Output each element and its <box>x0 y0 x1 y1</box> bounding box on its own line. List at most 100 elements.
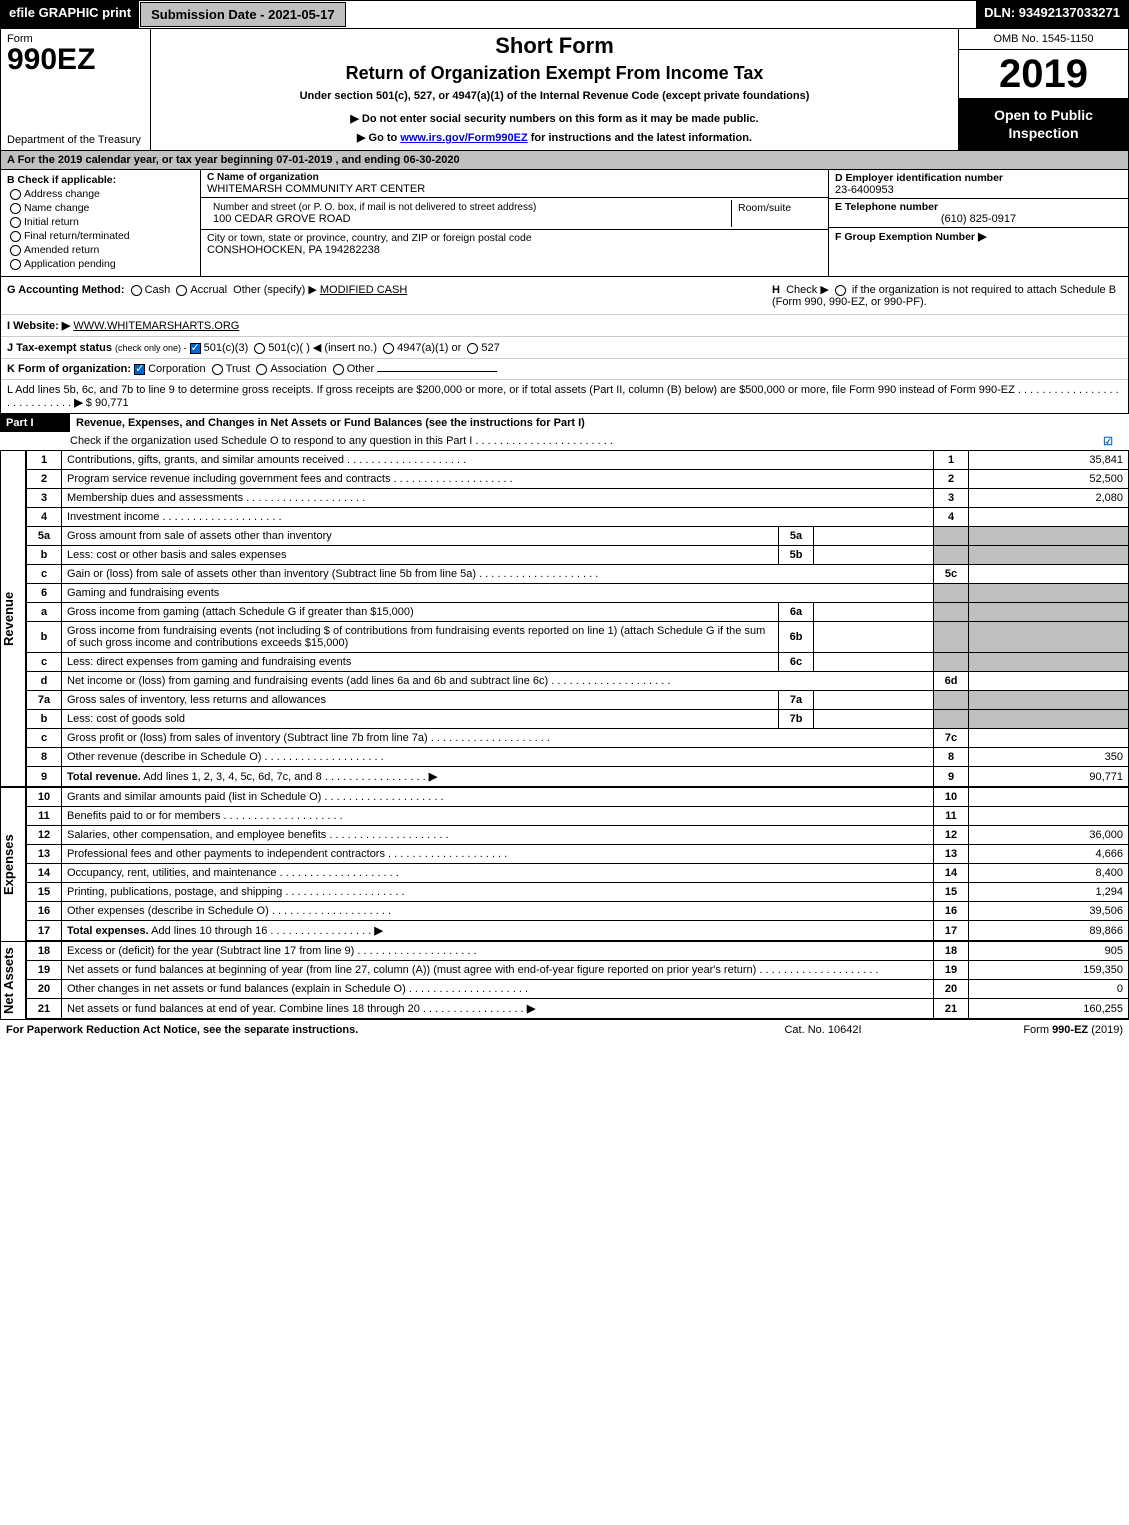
revenue-side-label: Revenue <box>0 450 26 787</box>
line-description: Total expenses. Add lines 10 through 16 … <box>62 921 934 941</box>
mini-line-number: 5b <box>779 546 814 565</box>
table-row: bLess: cost of goods sold 7b <box>27 710 1129 729</box>
line-number: 13 <box>27 845 62 864</box>
line-number: 18 <box>27 942 62 961</box>
k-assoc-chk[interactable] <box>256 364 267 375</box>
result-line-number: 15 <box>934 883 969 902</box>
table-row: aGross income from gaming (attach Schedu… <box>27 603 1129 622</box>
h-checkbox[interactable] <box>835 285 846 296</box>
result-value: 35,841 <box>969 451 1129 470</box>
result-line-number: 5c <box>934 565 969 584</box>
mini-line-number: 6b <box>779 622 814 653</box>
line-number: b <box>27 546 62 565</box>
chk-initial-return[interactable]: Initial return <box>7 216 194 228</box>
grey-cell <box>934 691 969 710</box>
line-description: Gain or (loss) from sale of assets other… <box>62 565 934 584</box>
under-section: Under section 501(c), 527, or 4947(a)(1)… <box>157 90 952 102</box>
netassets-section: Net Assets 18Excess or (deficit) for the… <box>0 941 1129 1019</box>
footer-left: For Paperwork Reduction Act Notice, see … <box>6 1024 723 1036</box>
table-row: 16Other expenses (describe in Schedule O… <box>27 902 1129 921</box>
result-line-number: 4 <box>934 508 969 527</box>
chk-address-change[interactable]: Address change <box>7 188 194 200</box>
line-number: b <box>27 622 62 653</box>
table-row: 17Total expenses. Add lines 10 through 1… <box>27 921 1129 941</box>
grey-cell <box>969 527 1129 546</box>
part1-label: Part I <box>0 414 70 432</box>
result-line-number: 2 <box>934 470 969 489</box>
chk-name-change[interactable]: Name change <box>7 202 194 214</box>
j-501c3-chk[interactable] <box>190 343 201 354</box>
top-bar: efile GRAPHIC print Submission Date - 20… <box>0 0 1129 29</box>
k-other-chk[interactable] <box>333 364 344 375</box>
result-value: 4,666 <box>969 845 1129 864</box>
do-not-enter: ▶ Do not enter social security numbers o… <box>157 112 952 125</box>
table-row: 11Benefits paid to or for members . . . … <box>27 807 1129 826</box>
k-trust-chk[interactable] <box>212 364 223 375</box>
line-description: Excess or (deficit) for the year (Subtra… <box>62 942 934 961</box>
table-row: 18Excess or (deficit) for the year (Subt… <box>27 942 1129 961</box>
expenses-table: 10Grants and similar amounts paid (list … <box>26 787 1129 941</box>
k-corp-chk[interactable] <box>134 364 145 375</box>
j-527-chk[interactable] <box>467 343 478 354</box>
table-row: 21Net assets or fund balances at end of … <box>27 999 1129 1019</box>
result-value <box>969 508 1129 527</box>
org-name-row: C Name of organization WHITEMARSH COMMUN… <box>201 170 828 198</box>
chk-final-return[interactable]: Final return/terminated <box>7 230 194 242</box>
table-row: 4Investment income . . . . . . . . . . .… <box>27 508 1129 527</box>
box-b: B Check if applicable: Address change Na… <box>1 170 201 276</box>
mini-line-value <box>814 527 934 546</box>
table-row: 13Professional fees and other payments t… <box>27 845 1129 864</box>
phone-value: (610) 825-0917 <box>835 213 1122 225</box>
phone-label: E Telephone number <box>835 201 1122 213</box>
grey-cell <box>934 622 969 653</box>
part1-check-o: Check if the organization used Schedule … <box>0 432 1129 450</box>
j-501c-chk[interactable] <box>254 343 265 354</box>
header-left: Form 990EZ Department of the Treasury <box>1 29 151 150</box>
title-short-form: Short Form <box>157 33 952 59</box>
g-cash-radio[interactable] <box>131 285 142 296</box>
expenses-side-label: Expenses <box>0 787 26 941</box>
line-description: Other changes in net assets or fund bala… <box>62 980 934 999</box>
result-value: 90,771 <box>969 767 1129 787</box>
website-value[interactable]: WWW.WHITEMARSHARTS.ORG <box>73 320 239 332</box>
goto-post: for instructions and the latest informat… <box>528 132 752 144</box>
box-d: D Employer identification number 23-6400… <box>829 170 1128 199</box>
line-description: Less: cost or other basis and sales expe… <box>62 546 779 565</box>
g-other-value: MODIFIED CASH <box>320 284 407 296</box>
line-number: 3 <box>27 489 62 508</box>
table-row: 10Grants and similar amounts paid (list … <box>27 788 1129 807</box>
line-description: Membership dues and assessments . . . . … <box>62 489 934 508</box>
group-exemption-label: F Group Exemption Number <box>835 231 975 243</box>
grey-cell <box>969 584 1129 603</box>
box-b-label: B Check if applicable: <box>7 174 194 186</box>
grey-cell <box>969 622 1129 653</box>
j-4947-chk[interactable] <box>383 343 394 354</box>
line-number: b <box>27 710 62 729</box>
line-number: 8 <box>27 748 62 767</box>
line-i: I Website: ▶ WWW.WHITEMARSHARTS.ORG <box>1 314 1128 336</box>
line-description: Total revenue. Add lines 1, 2, 3, 4, 5c,… <box>62 767 934 787</box>
open-to-public: Open to Public Inspection <box>959 98 1128 150</box>
line-description: Investment income . . . . . . . . . . . … <box>62 508 934 527</box>
chk-amended-return[interactable]: Amended return <box>7 244 194 256</box>
chk-application-pending[interactable]: Application pending <box>7 258 194 270</box>
table-row: cLess: direct expenses from gaming and f… <box>27 653 1129 672</box>
line-j: J Tax-exempt status (check only one) - 5… <box>1 336 1128 358</box>
table-row: 1Contributions, gifts, grants, and simil… <box>27 451 1129 470</box>
website-label: I Website: ▶ <box>7 320 70 332</box>
part1-checkmark-icon: ☑ <box>1103 435 1113 448</box>
j-label: J Tax-exempt status <box>7 342 112 354</box>
info-block: B Check if applicable: Address change Na… <box>0 170 1129 277</box>
footer-center: Cat. No. 10642I <box>723 1024 923 1036</box>
line-number: 15 <box>27 883 62 902</box>
line-description: Professional fees and other payments to … <box>62 845 934 864</box>
line-number: d <box>27 672 62 691</box>
revenue-section: Revenue 1Contributions, gifts, grants, a… <box>0 450 1129 787</box>
goto-link[interactable]: www.irs.gov/Form990EZ <box>400 132 527 144</box>
part1-title: Revenue, Expenses, and Changes in Net As… <box>70 414 1129 432</box>
table-row: 6Gaming and fundraising events <box>27 584 1129 603</box>
result-value: 905 <box>969 942 1129 961</box>
efile-label[interactable]: efile GRAPHIC print <box>1 1 139 28</box>
g-accrual-radio[interactable] <box>176 285 187 296</box>
line-description: Other expenses (describe in Schedule O) … <box>62 902 934 921</box>
